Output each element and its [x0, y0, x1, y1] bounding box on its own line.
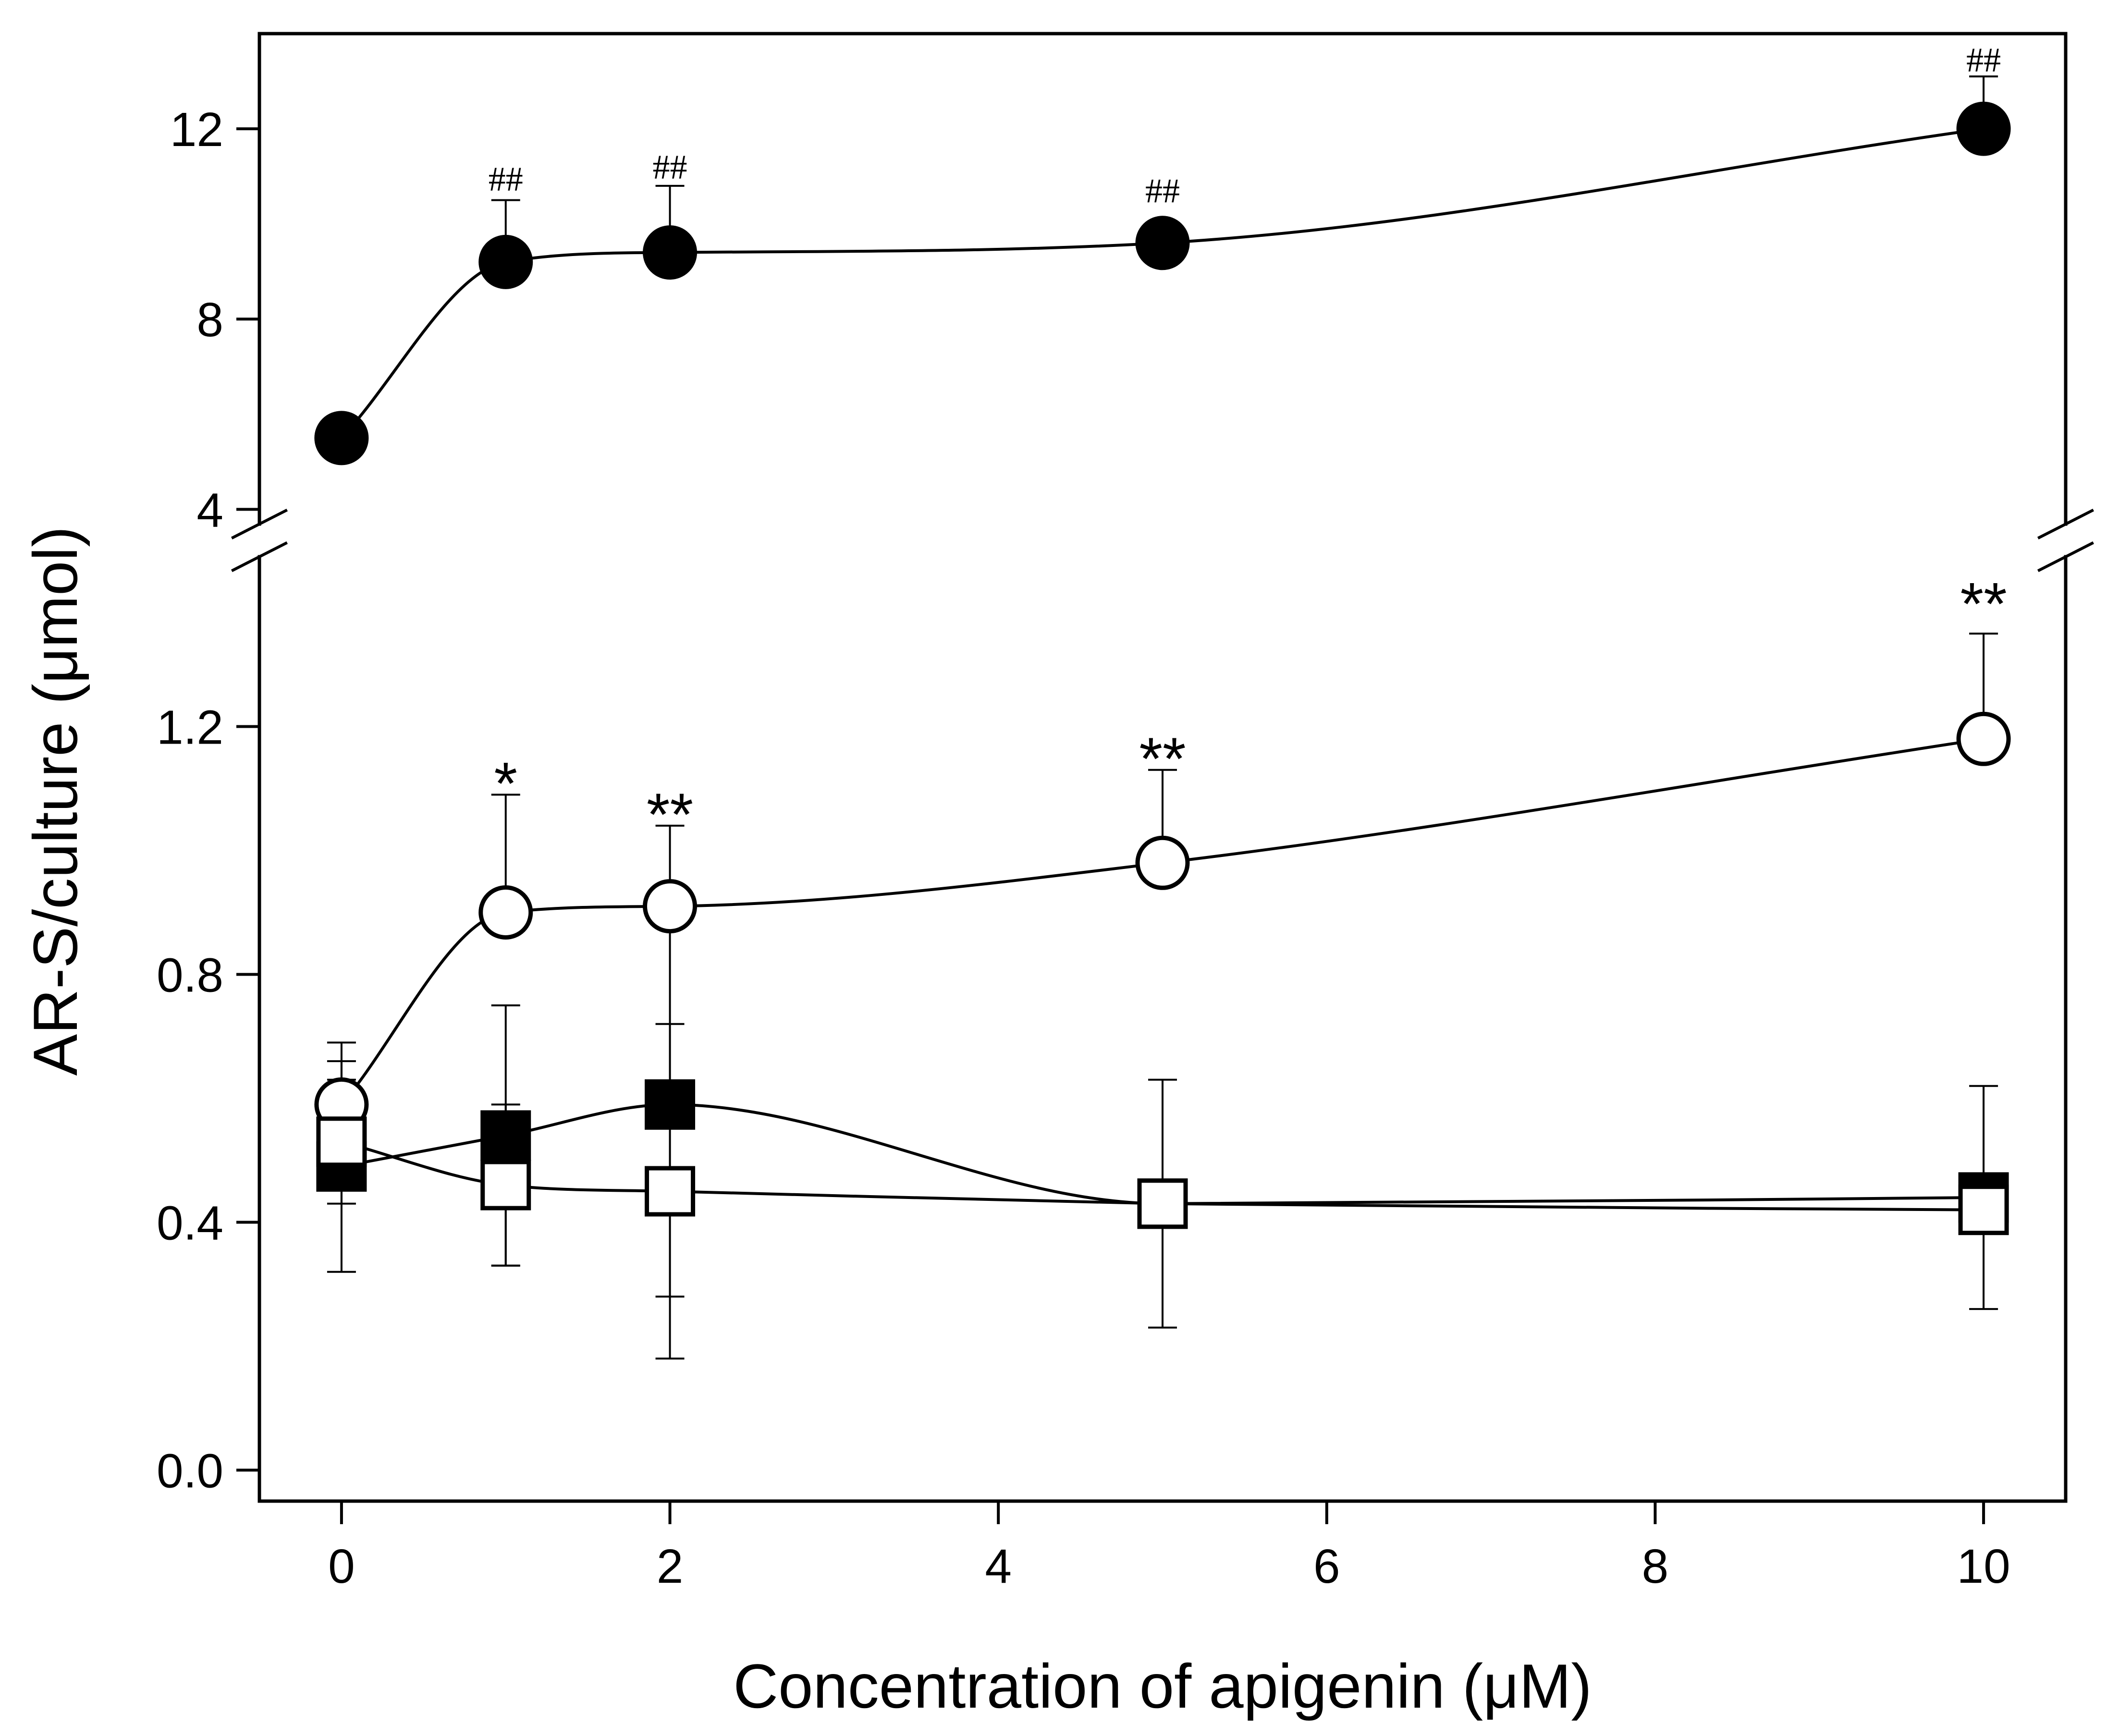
y-tick-label: 0.0: [157, 1444, 223, 1498]
significance-star-label: *: [494, 750, 517, 817]
x-tick-label: 6: [1313, 1540, 1340, 1593]
x-tick-label: 2: [657, 1540, 684, 1593]
x-axis-ticks: 0 2 4 6 8 10: [328, 1501, 2010, 1593]
x-tick-label: 10: [1957, 1540, 2010, 1593]
data-markers: [314, 101, 2011, 1235]
x-tick-label: 8: [1642, 1540, 1669, 1593]
data-point-filled-squares: [645, 1079, 696, 1130]
x-axis-title: Concentration of apigenin (μM): [733, 1651, 1592, 1721]
significance-hash-label: ##: [1145, 172, 1180, 210]
axis-break-mark-right-2: [2037, 541, 2095, 573]
significance-star-label: **: [1139, 726, 1186, 793]
y-axis-ticks-lower: 0.0 0.4 0.8 1.2: [157, 701, 259, 1498]
significance-star-label: **: [1960, 571, 2007, 637]
data-point-filled-circles: [643, 225, 698, 280]
y-axis-title: AR-S/culture (μmol): [20, 526, 90, 1076]
data-point-open-squares: [480, 1160, 531, 1210]
data-point-open-circles: [643, 879, 698, 934]
data-point-open-circles: [1956, 711, 2011, 766]
y-tick-label: 8: [196, 293, 223, 347]
data-point-open-squares: [316, 1116, 367, 1167]
x-tick-label: 4: [985, 1540, 1012, 1593]
significance-hash-label: ##: [653, 148, 687, 186]
y-tick-label: 12: [170, 103, 223, 157]
x-tick-label: 0: [328, 1540, 355, 1593]
y-tick-label: 0.8: [157, 949, 223, 1002]
y-tick-label: 4: [196, 483, 223, 537]
y-axis-ticks-upper: 4 8 12: [170, 103, 259, 537]
significance-star-label: **: [647, 782, 693, 848]
data-point-filled-circles: [1135, 216, 1190, 270]
y-tick-label: 1.2: [157, 701, 223, 755]
y-tick-label: 0.4: [157, 1197, 223, 1250]
axis-break-mark-right-1: [2037, 508, 2095, 540]
significance-hash-label: ##: [1966, 41, 2001, 79]
data-point-open-squares: [1137, 1178, 1188, 1229]
axis-break-mark-left-2: [231, 541, 288, 573]
data-point-filled-circles: [1956, 101, 2011, 156]
data-point-filled-circles: [478, 234, 533, 289]
data-point-open-circles: [478, 885, 533, 940]
error-bar-lower: [655, 1191, 685, 1360]
series-line-filled-circles: [340, 127, 1984, 439]
axes: 0 2 4 6 8 10 4 8 12 0.0 0.4 0.8 1.2: [157, 32, 2095, 1593]
data-point-open-circles: [1135, 835, 1190, 890]
significance-annotations: ## ######* ******: [489, 41, 2007, 848]
data-point-filled-circles: [314, 411, 369, 465]
axis-break-mark-left-1: [231, 508, 288, 540]
series-line-open-circles: [340, 737, 1984, 1106]
data-point-open-squares: [1958, 1185, 2009, 1235]
significance-hash-label: ##: [489, 160, 523, 198]
data-point-open-squares: [645, 1166, 696, 1217]
data-point-filled-squares: [480, 1110, 531, 1161]
